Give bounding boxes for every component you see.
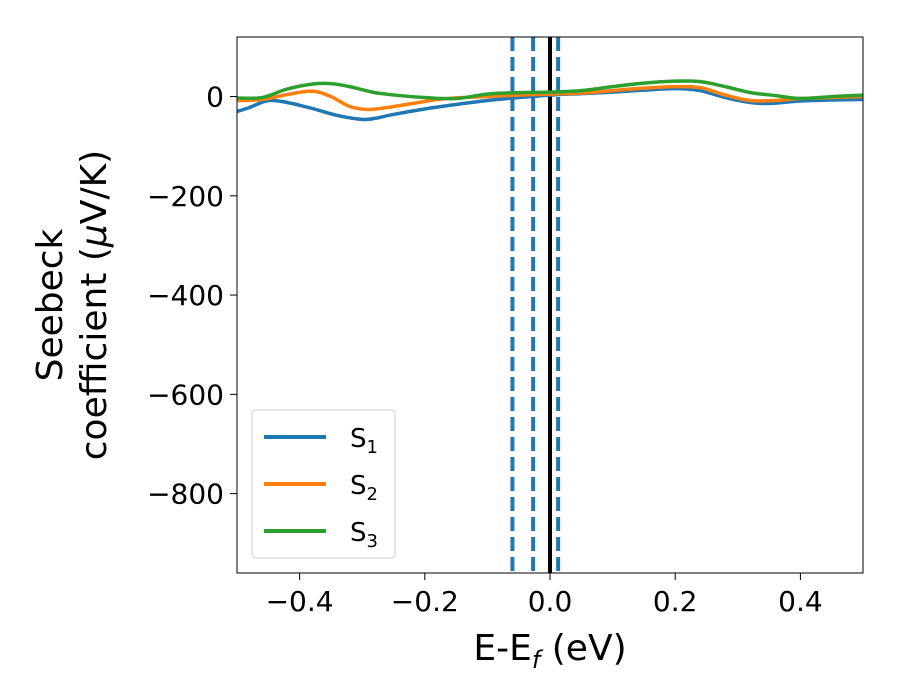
x-tick-label: 0.4	[778, 585, 823, 618]
y-axis-title-line2: coefficient (μV/K)	[74, 150, 115, 460]
x-tick-label: −0.2	[391, 585, 459, 618]
series-line-s1	[237, 86, 863, 122]
legend-label-s1: S1	[350, 424, 378, 458]
y-tick-label: −400	[147, 279, 224, 312]
y-tick-label: −800	[147, 478, 224, 511]
y-tick-label: −200	[147, 180, 224, 213]
series-line-s2	[237, 84, 863, 112]
x-tick-label: 0.2	[653, 585, 698, 618]
x-tick-label: 0.0	[528, 585, 573, 618]
y-tick-label: 0	[206, 81, 224, 114]
vertical-lines	[510, 37, 561, 573]
y-axis-title: Seebeck coefficient (μV/K)	[30, 150, 115, 460]
series-line-s3	[237, 79, 863, 101]
legend-label-s2: S2	[350, 471, 378, 505]
y-tick-label: −600	[147, 378, 224, 411]
x-tick-label: −0.4	[266, 585, 334, 618]
series-lines	[237, 79, 863, 122]
y-axis-title-line1: Seebeck	[30, 228, 71, 381]
x-axis-title: E-Ef (eV)	[473, 628, 626, 674]
legend-label-s3: S3	[350, 518, 378, 552]
axis-ticks: −0.4 −0.2 0.0 0.2 0.4 0 −200 −400 −600 −800	[147, 81, 823, 618]
legend: S1 S2 S3	[251, 409, 396, 559]
